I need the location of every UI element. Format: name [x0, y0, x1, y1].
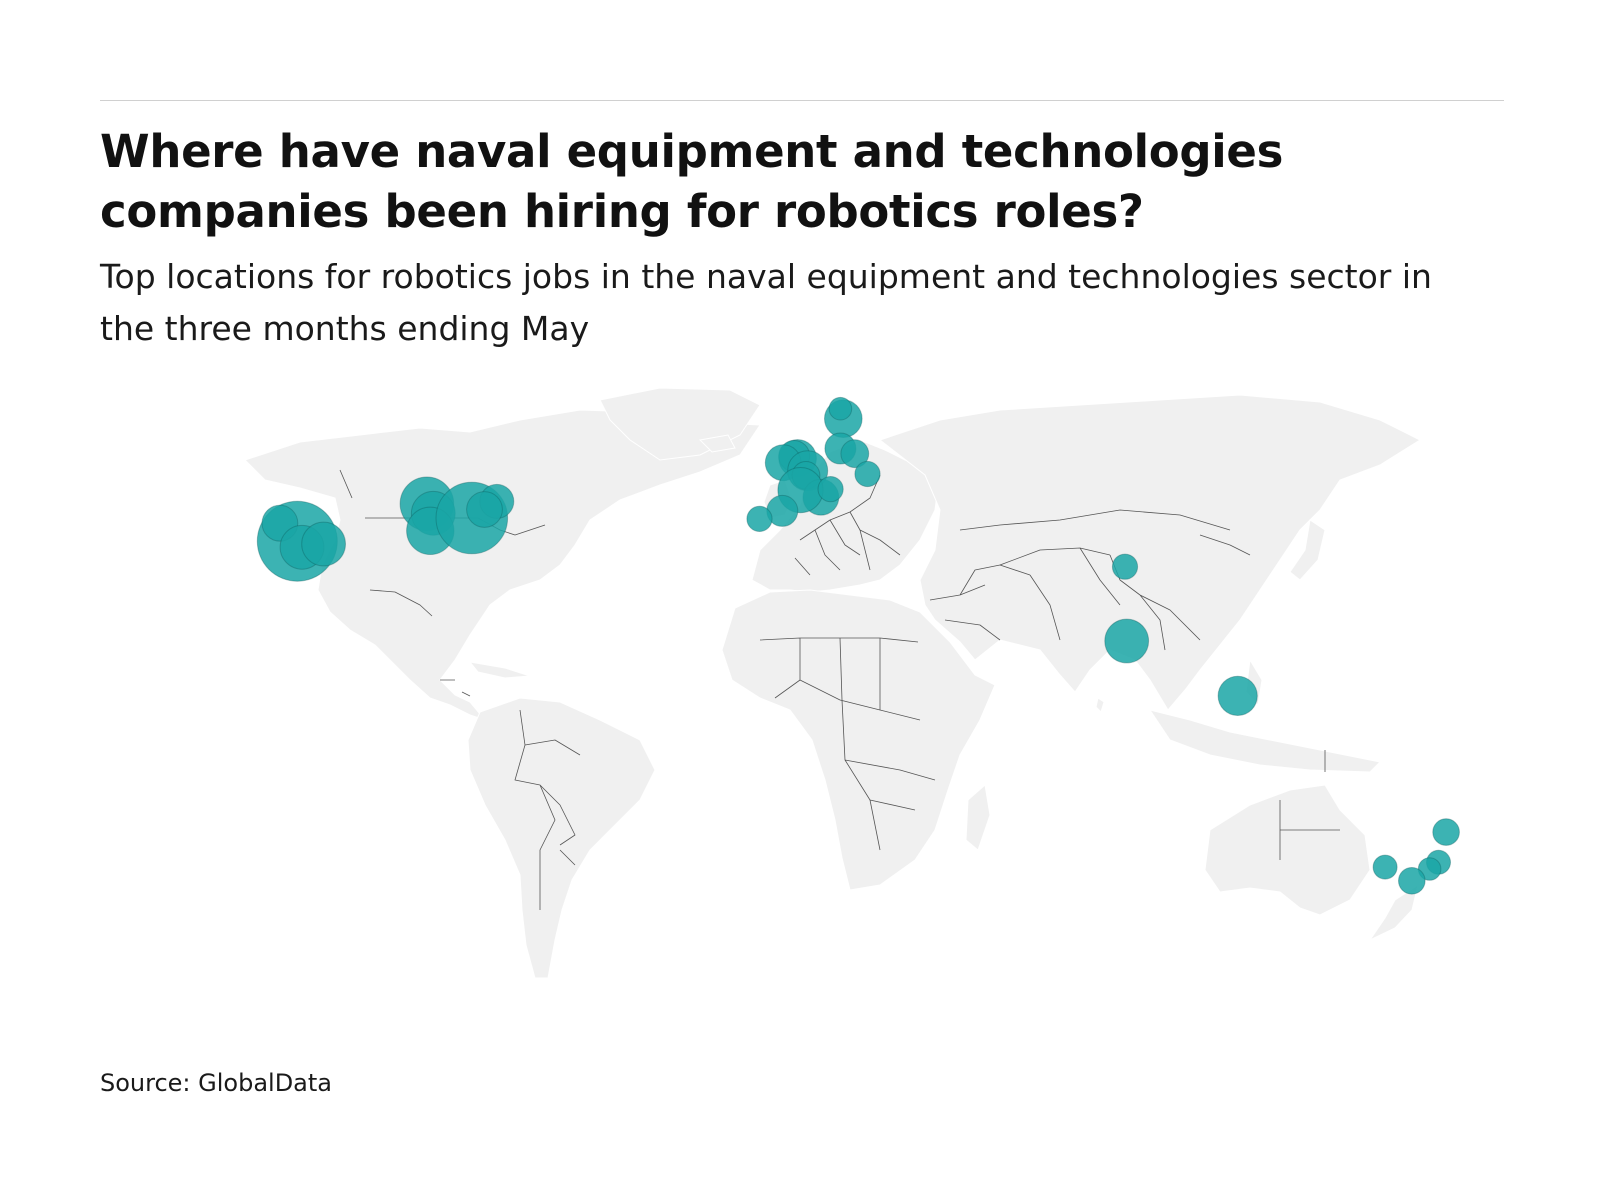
border-alaska — [339, 469, 353, 499]
location-bubble — [1104, 618, 1150, 664]
location-bubble — [1417, 857, 1442, 881]
land-japan — [1289, 519, 1326, 581]
border-us-mexico — [369, 589, 433, 617]
location-bubble — [1111, 553, 1139, 580]
location-bubble — [746, 505, 773, 532]
land-africa — [721, 589, 996, 891]
location-bubble — [466, 491, 503, 528]
location-bubble — [1372, 854, 1398, 880]
location-bubble — [1398, 867, 1426, 895]
top-divider — [100, 100, 1504, 101]
land-madagascar — [965, 784, 991, 851]
border-asia — [959, 509, 1251, 651]
location-bubble — [828, 396, 853, 421]
border-central-america — [440, 679, 471, 697]
border-europe — [794, 474, 901, 576]
chart-title: Where have naval equipment and technolog… — [100, 125, 1284, 238]
land-australia — [1204, 784, 1371, 916]
border-africa — [759, 637, 936, 851]
location-bubble — [840, 439, 870, 469]
land-caribbean — [468, 661, 531, 679]
world-map — [0, 380, 1600, 1020]
border-south-america — [514, 709, 581, 910]
location-bubble — [1217, 675, 1258, 716]
land-asia — [878, 394, 1422, 711]
chart-subtitle: Top locations for robotics jobs in the n… — [100, 257, 1432, 348]
source-note: Source: GlobalData — [100, 1069, 333, 1097]
border-australia — [1279, 800, 1340, 860]
location-bubbles — [256, 396, 1460, 895]
land-sri-lanka — [1095, 697, 1105, 713]
land-south-america — [467, 697, 656, 979]
location-bubble — [817, 476, 844, 503]
border-middle-east — [929, 564, 1061, 641]
location-bubble — [301, 521, 347, 567]
land-masses — [244, 387, 1422, 979]
location-bubble — [1432, 818, 1460, 846]
land-indonesia — [1148, 709, 1382, 773]
location-bubble — [854, 460, 881, 488]
land-iceland — [698, 434, 736, 453]
